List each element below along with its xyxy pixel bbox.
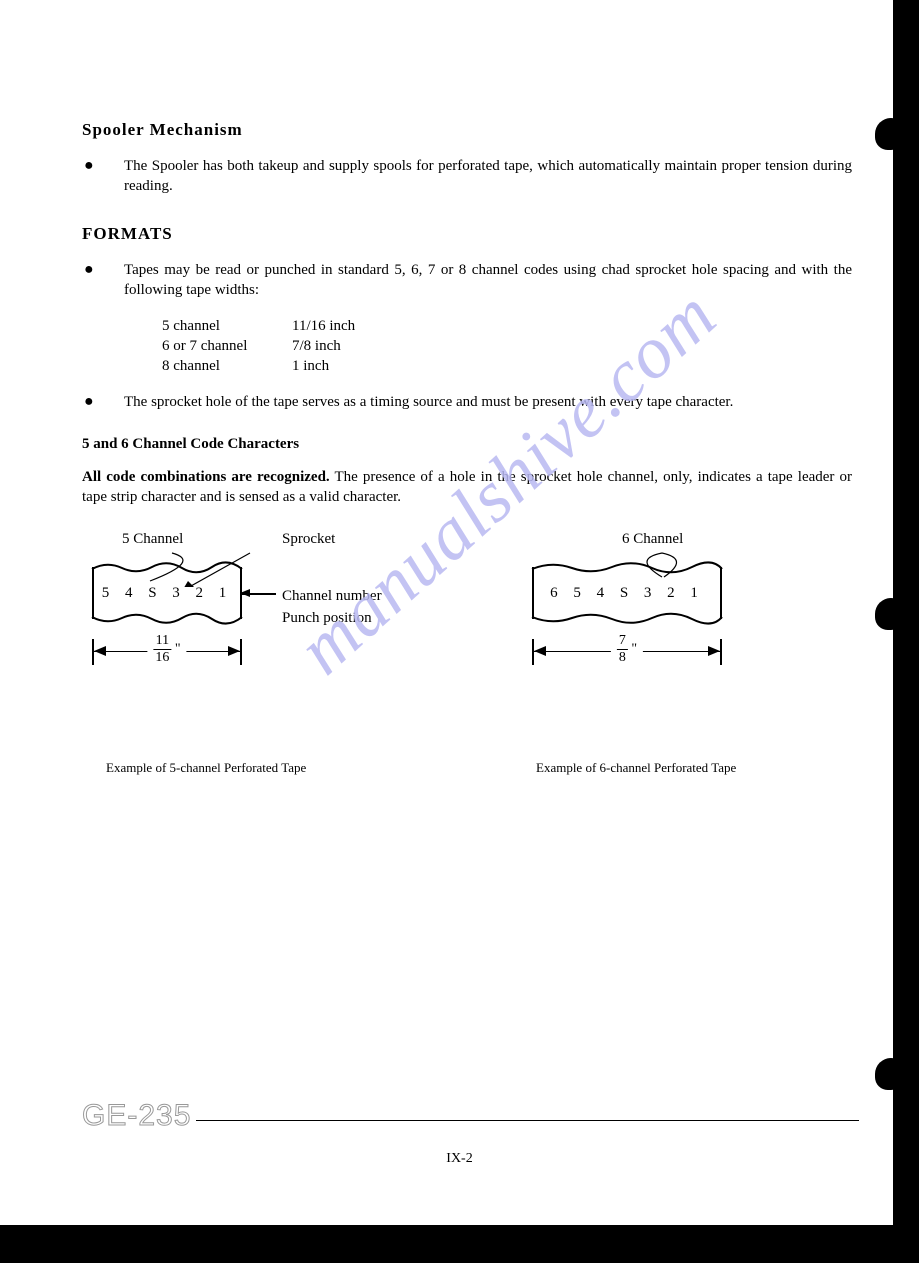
page-number: IX-2 (0, 1151, 919, 1167)
dimension-label: 7 8 " (611, 633, 643, 666)
bullet-item: ● The sprocket hole of the tape serves a… (82, 392, 882, 412)
cell-channel: 5 channel (162, 316, 292, 336)
table-row: 8 channel 1 inch (162, 356, 882, 376)
cell-channel: 6 or 7 channel (162, 336, 292, 356)
torn-edge-icon (532, 561, 722, 571)
cell-width: 7/8 inch (292, 336, 412, 356)
cell-width: 1 inch (292, 356, 412, 376)
unit-inches: " (631, 642, 637, 657)
fraction-den: 16 (153, 650, 171, 666)
footer-logo: GE-235 (82, 1099, 191, 1133)
torn-edge-icon (532, 615, 722, 625)
dimension-line: 7 8 " (532, 633, 722, 673)
bullet-text: Tapes may be read or punched in standard… (124, 260, 882, 300)
channel-numbers: 6 5 4 S 3 2 1 (550, 585, 704, 602)
fraction-num: 11 (153, 633, 171, 650)
page: Spooler Mechanism ● The Spooler has both… (0, 0, 919, 1263)
unit-inches: " (175, 642, 181, 657)
para-bold: All code combinations are recognized. (82, 469, 330, 485)
footer-rule (196, 1120, 859, 1121)
dimension-label: 11 16 " (147, 633, 186, 666)
bullet-text: The Spooler has both takeup and supply s… (124, 156, 882, 196)
label-5-channel: 5 Channel (122, 531, 183, 548)
heading-spooler: Spooler Mechanism (82, 120, 882, 140)
torn-edge-icon (92, 561, 242, 571)
bullet-item: ● Tapes may be read or punched in standa… (82, 260, 882, 300)
scan-edge-bottom (0, 1225, 919, 1263)
bullet-marker: ● (82, 392, 124, 412)
caption-5-channel: Example of 5-channel Perforated Tape (106, 760, 306, 776)
heading-56-codes: 5 and 6 Channel Code Characters (82, 436, 882, 453)
tape-diagram: 5 4 S 3 2 1 (92, 567, 242, 619)
arrow-right-icon (228, 646, 240, 656)
dim-tick-icon (720, 639, 722, 665)
tape-width-table: 5 channel 11/16 inch 6 or 7 channel 7/8 … (162, 316, 882, 376)
label-punch-position: Punch position (282, 607, 382, 629)
fraction: 7 8 (617, 633, 628, 666)
dimension-line: 11 16 " (92, 633, 242, 673)
fraction: 11 16 (153, 633, 171, 666)
bullet-marker: ● (82, 156, 124, 196)
side-labels: Channel number Punch position (282, 585, 382, 629)
fraction-num: 7 (617, 633, 628, 650)
label-sprocket: Sprocket (282, 531, 335, 548)
figure-6-channel: 6 Channel 6 5 4 S 3 2 1 (532, 537, 842, 673)
page-content: Spooler Mechanism ● The Spooler has both… (82, 120, 882, 737)
bullet-text: The sprocket hole of the tape serves as … (124, 392, 882, 412)
binder-hole-icon (875, 1058, 907, 1090)
cell-channel: 8 channel (162, 356, 292, 376)
arrow-left-icon (240, 589, 250, 597)
label-6-channel: 6 Channel (622, 531, 683, 548)
heading-formats: FORMATS (82, 224, 882, 244)
bullet-marker: ● (82, 260, 124, 300)
figure-5-channel: 5 Channel Sprocket 5 4 S 3 2 1 (92, 537, 422, 673)
tape-diagram: 6 5 4 S 3 2 1 (532, 567, 722, 619)
arrow-left-icon (534, 646, 546, 656)
table-row: 5 channel 11/16 inch (162, 316, 882, 336)
arrow-left-icon (94, 646, 106, 656)
dim-tick-icon (240, 639, 242, 665)
paragraph-56-codes: All code combinations are recognized. Th… (82, 467, 882, 507)
torn-edge-icon (92, 615, 242, 625)
caption-6-channel: Example of 6-channel Perforated Tape (536, 760, 736, 776)
figures-row: 5 Channel Sprocket 5 4 S 3 2 1 (82, 537, 882, 737)
cell-width: 11/16 inch (292, 316, 412, 336)
fraction-den: 8 (617, 650, 628, 666)
label-channel-number: Channel number (282, 585, 382, 607)
arrow-right-icon (708, 646, 720, 656)
table-row: 6 or 7 channel 7/8 inch (162, 336, 882, 356)
channel-numbers: 5 4 S 3 2 1 (102, 585, 233, 602)
bullet-item: ● The Spooler has both takeup and supply… (82, 156, 882, 196)
